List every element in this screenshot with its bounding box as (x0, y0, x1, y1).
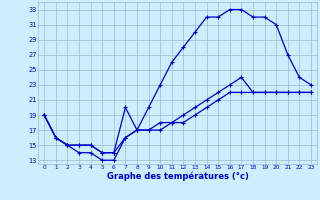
X-axis label: Graphe des températures (°c): Graphe des températures (°c) (107, 172, 249, 181)
